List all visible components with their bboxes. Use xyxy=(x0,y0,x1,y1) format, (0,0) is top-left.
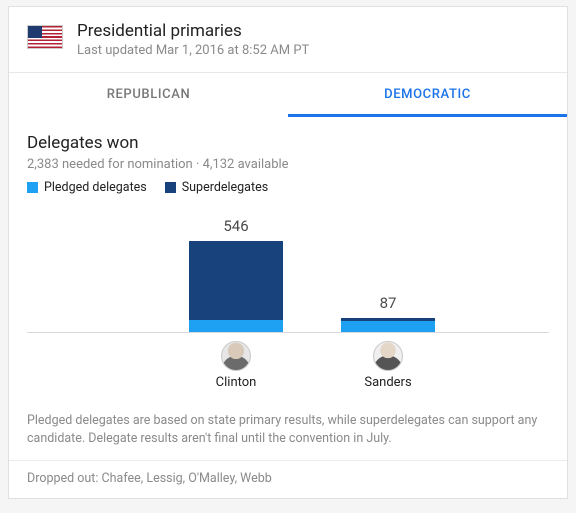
bar-clinton-total: 546 xyxy=(223,217,248,235)
delegates-chart: 546 87 xyxy=(27,213,549,333)
candidate-row: Clinton Sanders xyxy=(27,341,549,390)
tab-republican[interactable]: REPUBLICAN xyxy=(9,73,288,117)
bar-sanders-pledged xyxy=(341,321,435,332)
header: Presidential primaries Last updated Mar … xyxy=(9,7,567,72)
bar-sanders: 87 xyxy=(341,294,435,333)
bar-clinton: 546 xyxy=(189,217,283,332)
delegates-section: Delegates won 2,383 needed for nominatio… xyxy=(9,117,567,400)
candidate-clinton-name: Clinton xyxy=(216,375,257,390)
header-text: Presidential primaries Last updated Mar … xyxy=(77,21,309,58)
candidate-clinton: Clinton xyxy=(189,341,283,390)
delegates-footnote: Pledged delegates are based on state pri… xyxy=(9,400,567,460)
delegates-subheading: 2,383 needed for nomination · 4,132 avai… xyxy=(27,157,549,172)
avatar-sanders xyxy=(373,341,403,371)
candidate-sanders-name: Sanders xyxy=(364,375,411,390)
candidate-sanders: Sanders xyxy=(341,341,435,390)
legend-super: Superdelegates xyxy=(165,180,268,195)
bar-sanders-stack xyxy=(341,318,435,333)
last-updated: Last updated Mar 1, 2016 at 8:52 AM PT xyxy=(77,43,309,58)
delegates-heading: Delegates won xyxy=(27,133,549,153)
tab-democratic[interactable]: DEMOCRATIC xyxy=(288,73,567,117)
party-tabs: REPUBLICAN DEMOCRATIC xyxy=(9,72,567,117)
dropped-out: Dropped out: Chafee, Lessig, O'Malley, W… xyxy=(9,460,567,498)
bar-clinton-stack xyxy=(189,241,283,332)
legend-pledged: Pledged delegates xyxy=(27,180,147,195)
legend-pledged-label: Pledged delegates xyxy=(44,180,147,195)
primaries-card: Presidential primaries Last updated Mar … xyxy=(8,6,568,499)
legend: Pledged delegates Superdelegates xyxy=(27,180,549,195)
bar-clinton-super xyxy=(189,241,283,320)
page-title: Presidential primaries xyxy=(77,21,309,41)
legend-super-label: Superdelegates xyxy=(182,180,268,195)
legend-super-swatch xyxy=(165,182,176,193)
avatar-clinton xyxy=(221,341,251,371)
us-flag-icon xyxy=(27,25,63,49)
bar-sanders-total: 87 xyxy=(380,294,397,312)
legend-pledged-swatch xyxy=(27,182,38,193)
bar-clinton-pledged xyxy=(189,320,283,332)
